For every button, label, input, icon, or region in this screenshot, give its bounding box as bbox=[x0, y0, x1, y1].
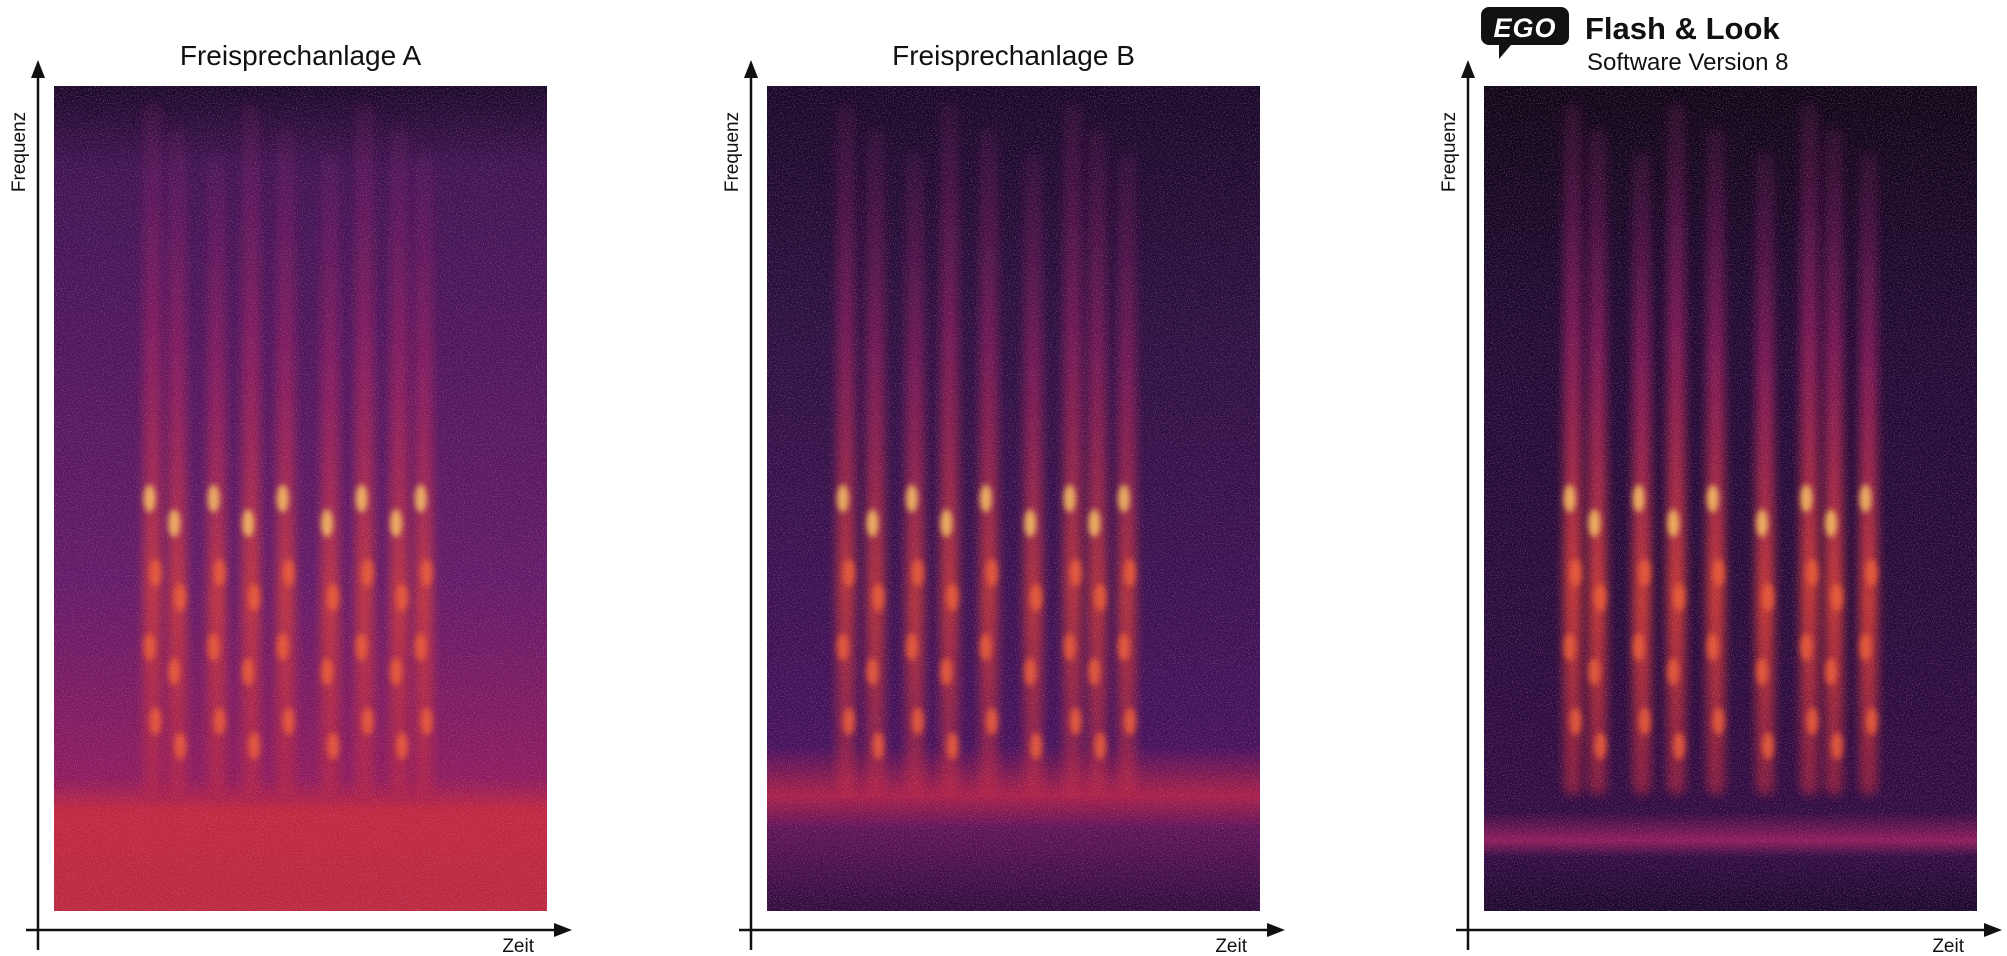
panel-title: Freisprechanlage A bbox=[180, 40, 422, 71]
panel: Frequenz Zeit Freisprechanlage B bbox=[722, 40, 1285, 956]
y-axis-label: Frequenz bbox=[722, 112, 743, 192]
panel: Frequenz Zeit EGO Flash & Look Software Vers… bbox=[1439, 7, 2002, 956]
logo-bubble bbox=[1481, 7, 1569, 59]
panel-title: Freisprechanlage B bbox=[892, 40, 1135, 71]
noise bbox=[1484, 86, 1977, 911]
x-axis-arrow bbox=[554, 923, 572, 937]
y-axis-label: Frequenz bbox=[9, 112, 30, 192]
x-axis-label: Zeit bbox=[1932, 936, 1964, 956]
y-axis-arrow bbox=[1461, 60, 1475, 78]
subtitle: Software Version 8 bbox=[1587, 49, 1788, 76]
spectrogram bbox=[767, 86, 1260, 911]
x-axis-label: Zeit bbox=[1215, 936, 1247, 956]
y-axis-label: Frequenz bbox=[1439, 112, 1460, 192]
noise bbox=[767, 86, 1260, 911]
spectrogram bbox=[54, 86, 547, 911]
x-axis-arrow bbox=[1267, 923, 1285, 937]
noise bbox=[54, 86, 547, 911]
x-axis-label: Zeit bbox=[502, 936, 534, 956]
y-axis-arrow bbox=[31, 60, 45, 78]
y-axis-arrow bbox=[744, 60, 758, 78]
spectrogram bbox=[1484, 86, 1977, 911]
x-axis-arrow bbox=[1984, 923, 2002, 937]
panel: Frequenz Zeit Freisprechanlage A bbox=[9, 40, 572, 956]
logo: EGO bbox=[1493, 13, 1556, 43]
panels: Frequenz Zeit Freisprechanlage A Frequenz Ze… bbox=[9, 7, 2002, 956]
brand-title: Flash & Look bbox=[1585, 11, 1780, 46]
